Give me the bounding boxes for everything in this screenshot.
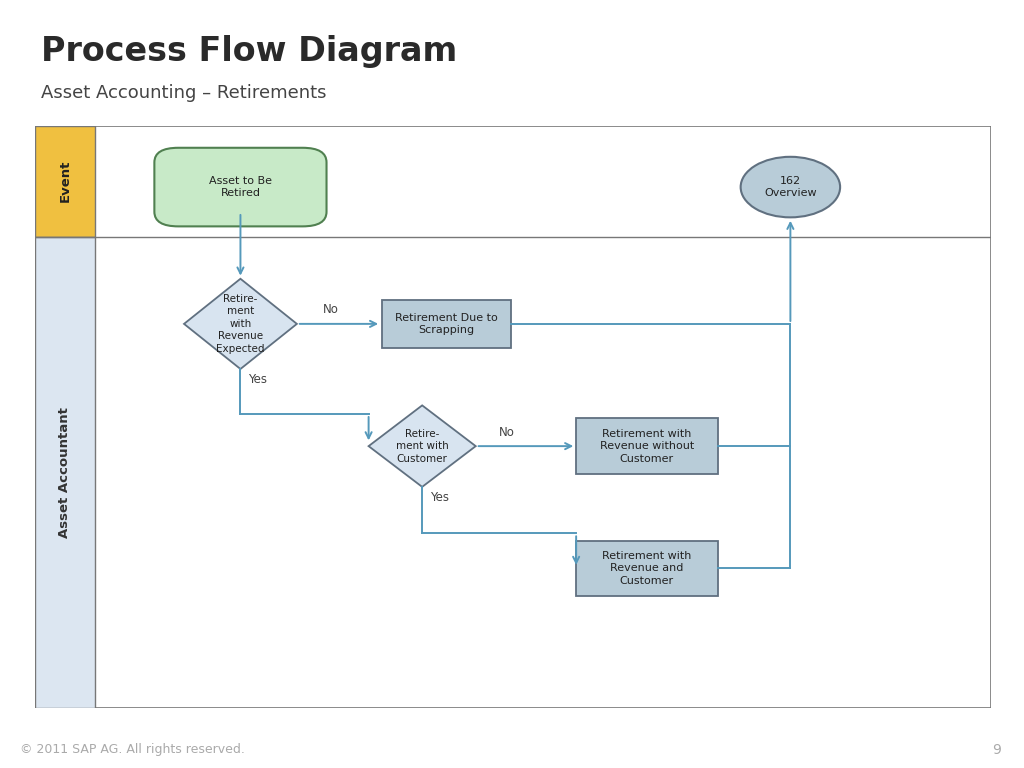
Text: Event: Event — [58, 160, 72, 203]
FancyBboxPatch shape — [382, 300, 511, 348]
Polygon shape — [369, 406, 476, 487]
FancyBboxPatch shape — [577, 419, 718, 474]
Circle shape — [740, 157, 840, 217]
Text: Asset Accounting – Retirements: Asset Accounting – Retirements — [41, 84, 327, 102]
Text: Retire-
ment
with
Revenue
Expected: Retire- ment with Revenue Expected — [216, 294, 264, 354]
Text: Asset to Be
Retired: Asset to Be Retired — [209, 176, 272, 198]
Text: No: No — [323, 303, 339, 316]
Polygon shape — [184, 279, 297, 369]
Text: © 2011 SAP AG. All rights reserved.: © 2011 SAP AG. All rights reserved. — [20, 743, 246, 756]
FancyBboxPatch shape — [35, 126, 95, 237]
Text: Retirement with
Revenue and
Customer: Retirement with Revenue and Customer — [602, 551, 691, 586]
Text: Yes: Yes — [248, 373, 267, 386]
Text: Yes: Yes — [430, 492, 449, 505]
Text: Retirement Due to
Scrapping: Retirement Due to Scrapping — [394, 313, 498, 335]
Text: Retire-
ment with
Customer: Retire- ment with Customer — [396, 429, 449, 464]
FancyBboxPatch shape — [35, 237, 95, 708]
Text: Asset Accountant: Asset Accountant — [58, 407, 72, 538]
Text: Process Flow Diagram: Process Flow Diagram — [41, 35, 457, 68]
FancyBboxPatch shape — [35, 126, 991, 708]
FancyBboxPatch shape — [577, 541, 718, 596]
Text: 9: 9 — [992, 743, 1001, 756]
Text: Retirement with
Revenue without
Customer: Retirement with Revenue without Customer — [600, 429, 694, 464]
Text: No: No — [499, 425, 514, 439]
FancyBboxPatch shape — [155, 147, 327, 227]
Text: 162
Overview: 162 Overview — [764, 176, 817, 198]
